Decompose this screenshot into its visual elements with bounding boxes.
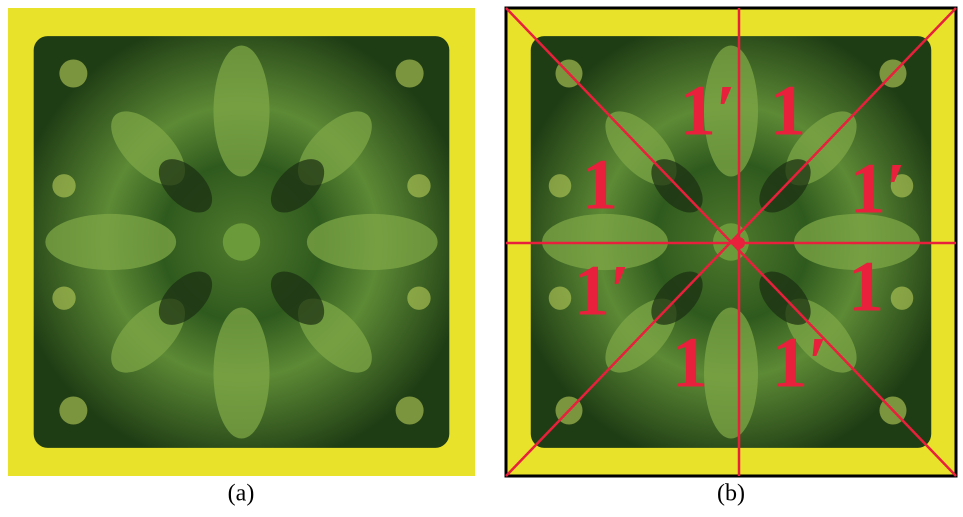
region-label: 1′: [772, 323, 828, 403]
caption: (b): [717, 481, 745, 507]
center-point: [733, 237, 745, 249]
region-label: 1′: [574, 251, 630, 331]
region-label: 1′: [850, 149, 906, 229]
region-label: 1: [672, 323, 708, 403]
region-label: 1: [582, 145, 618, 225]
kaleidoscope-image: [8, 8, 475, 476]
figure: (a) 1′111′1′111′ (b): [0, 0, 963, 512]
panel-a: (a): [8, 8, 475, 507]
caption: (a): [228, 481, 255, 507]
region-label: 1: [770, 71, 806, 151]
region-label: 1: [848, 247, 884, 327]
region-label: 1′: [680, 71, 736, 151]
